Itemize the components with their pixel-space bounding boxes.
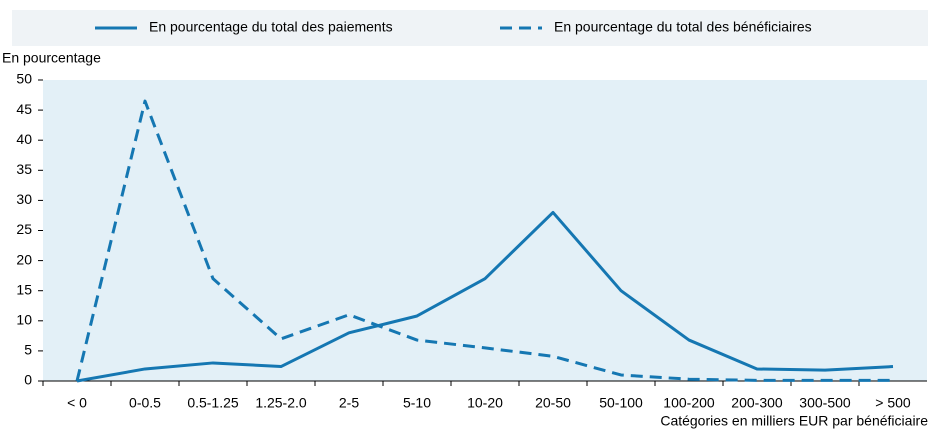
y-tick-label: 10 <box>16 312 32 328</box>
x-tick-label: 2-5 <box>339 395 359 411</box>
legend-box <box>12 10 928 46</box>
series-line <box>76 210 894 383</box>
x-tick-label: > 500 <box>875 395 911 411</box>
y-tick-label: 45 <box>16 101 32 117</box>
legend-label: En pourcentage du total des bénéficiaire… <box>554 19 812 35</box>
plot-area <box>43 80 927 381</box>
y-tick-label: 5 <box>24 342 32 358</box>
x-tick-label: 20-50 <box>535 395 571 411</box>
y-tick-label: 25 <box>16 221 32 237</box>
x-tick-label: 200-300 <box>731 395 783 411</box>
x-tick-label: 100-200 <box>663 395 715 411</box>
x-tick-label: 50-100 <box>599 395 643 411</box>
x-tick-label: 5-10 <box>403 395 431 411</box>
y-tick-label: 35 <box>16 161 32 177</box>
y-tick-label: 50 <box>16 71 32 87</box>
y-axis-label: En pourcentage <box>2 50 101 66</box>
x-tick-label: 1.25-2.0 <box>255 395 307 411</box>
x-axis-label: Catégories en milliers EUR par bénéficia… <box>660 413 928 429</box>
y-tick-label: 15 <box>16 281 32 297</box>
y-tick-label: 20 <box>16 251 32 267</box>
series-line <box>75 99 893 382</box>
y-tick-label: 0 <box>24 372 32 388</box>
y-tick-label: 40 <box>16 131 32 147</box>
x-tick-label: 10-20 <box>467 395 503 411</box>
x-tick-label: 300-500 <box>799 395 851 411</box>
x-tick-label: 0-0.5 <box>129 395 161 411</box>
legend-label: En pourcentage du total des paiements <box>149 19 393 35</box>
y-tick-label: 30 <box>16 191 32 207</box>
x-tick-label: < 0 <box>67 395 87 411</box>
x-tick-label: 0.5-1.25 <box>187 395 239 411</box>
